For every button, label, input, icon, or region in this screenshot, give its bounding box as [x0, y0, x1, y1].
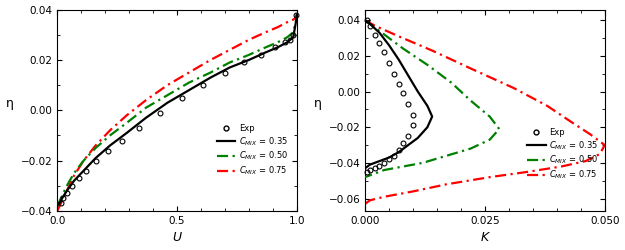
Y-axis label: η: η	[313, 97, 321, 110]
X-axis label: U: U	[173, 232, 182, 244]
Legend: Exp, $C_{MIX}$ = 0.35, $C_{MIX}$ = 0.50, $C_{MIX}$ = 0.75: Exp, $C_{MIX}$ = 0.35, $C_{MIX}$ = 0.50,…	[217, 124, 288, 177]
Legend: Exp, $C_{MIX}$ = 0.35, $C_{MIX}$ = 0.50, $C_{MIX}$ = 0.75: Exp, $C_{MIX}$ = 0.35, $C_{MIX}$ = 0.50,…	[528, 128, 598, 181]
X-axis label: K: K	[481, 232, 489, 244]
Y-axis label: η: η	[6, 97, 13, 110]
